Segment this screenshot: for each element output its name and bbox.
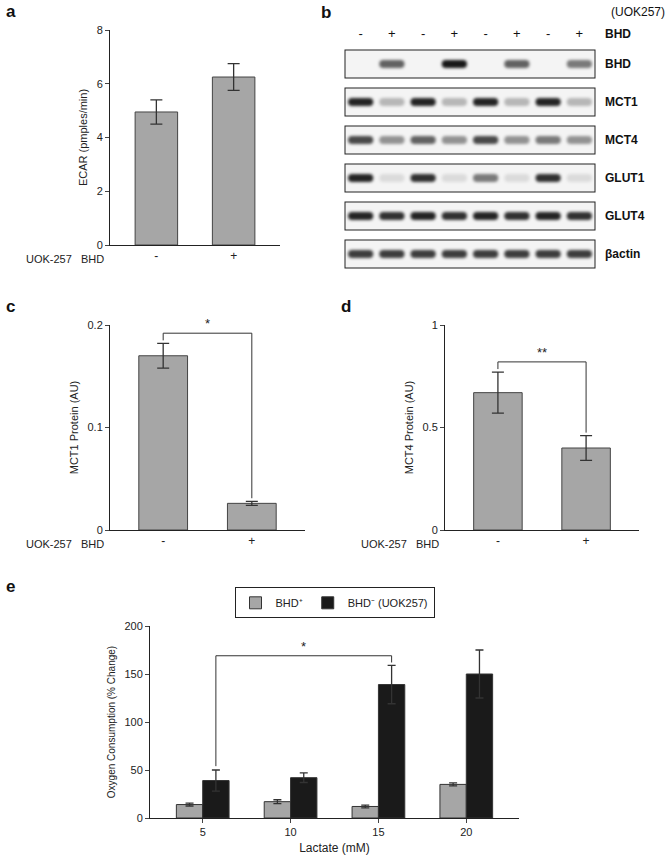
svg-text:5: 5 [200, 826, 206, 838]
svg-text:-: - [483, 26, 487, 41]
svg-text:0: 0 [137, 812, 143, 824]
svg-text:+: + [576, 26, 584, 41]
svg-text:+: + [451, 26, 459, 41]
svg-text:4: 4 [97, 131, 103, 143]
svg-text:MCT1: MCT1 [605, 95, 638, 109]
svg-text:150: 150 [124, 668, 142, 680]
svg-text:BHD: BHD [416, 538, 439, 550]
svg-text:+: + [248, 534, 255, 548]
svg-text:20: 20 [460, 826, 472, 838]
svg-text:1: 1 [432, 319, 438, 331]
svg-text:*: * [205, 316, 210, 331]
svg-text:+: + [583, 534, 590, 548]
svg-text:-: - [496, 534, 500, 548]
svg-text:-: - [546, 26, 550, 41]
svg-text:BHD⁻ (UOK257): BHD⁻ (UOK257) [348, 597, 428, 609]
svg-text:GLUT1: GLUT1 [605, 171, 645, 185]
svg-text:MCT4 Protein (AU): MCT4 Protein (AU) [403, 381, 415, 475]
svg-text:0: 0 [432, 524, 438, 536]
svg-text:50: 50 [131, 764, 143, 776]
svg-text:b: b [321, 3, 331, 22]
svg-text:0: 0 [97, 239, 103, 251]
svg-text:0.2: 0.2 [88, 319, 103, 331]
svg-text:MCT1 Protein (AU): MCT1 Protein (AU) [68, 381, 80, 475]
svg-text:+: + [513, 26, 521, 41]
svg-text:0.1: 0.1 [88, 421, 103, 433]
svg-text:15: 15 [372, 826, 384, 838]
svg-text:2: 2 [97, 185, 103, 197]
svg-text:Oxygen Consumption (% Change): Oxygen Consumption (% Change) [106, 646, 117, 798]
svg-text:-: - [161, 534, 165, 548]
svg-text:-: - [154, 249, 158, 263]
svg-text:**: ** [537, 345, 547, 360]
svg-text:BHD: BHD [81, 253, 104, 265]
html-text:d: d [341, 297, 352, 316]
svg-text:GLUT4: GLUT4 [605, 209, 645, 223]
svg-text:Lactate (mM): Lactate (mM) [299, 841, 370, 855]
svg-text:200: 200 [124, 620, 142, 632]
html-text:c: c [6, 297, 16, 316]
svg-text:UOK-257: UOK-257 [26, 538, 72, 550]
svg-text:BHD: BHD [605, 27, 631, 41]
html-text:a: a [6, 2, 16, 21]
svg-text:BHD: BHD [81, 538, 104, 550]
svg-text:0: 0 [97, 524, 103, 536]
svg-text:BHD⁺: BHD⁺ [276, 597, 303, 609]
svg-text:(UOK257): (UOK257) [611, 5, 665, 19]
svg-text:-: - [358, 26, 362, 41]
svg-text:βactin: βactin [605, 247, 640, 261]
svg-text:0.5: 0.5 [423, 421, 438, 433]
svg-text:ECAR (pmples/min): ECAR (pmples/min) [77, 89, 89, 186]
svg-text:10: 10 [284, 826, 296, 838]
svg-text:+: + [230, 249, 237, 263]
svg-text:8: 8 [97, 24, 103, 36]
svg-text:*: * [301, 639, 306, 654]
svg-text:MCT4: MCT4 [605, 133, 638, 147]
svg-text:6: 6 [97, 78, 103, 90]
svg-text:BHD: BHD [605, 57, 631, 71]
svg-text:+: + [388, 26, 396, 41]
svg-text:UOK-257: UOK-257 [26, 253, 72, 265]
svg-text:UOK-257: UOK-257 [361, 538, 407, 550]
html-text:e: e [6, 577, 16, 596]
svg-text:100: 100 [124, 716, 142, 728]
svg-text:-: - [421, 26, 425, 41]
